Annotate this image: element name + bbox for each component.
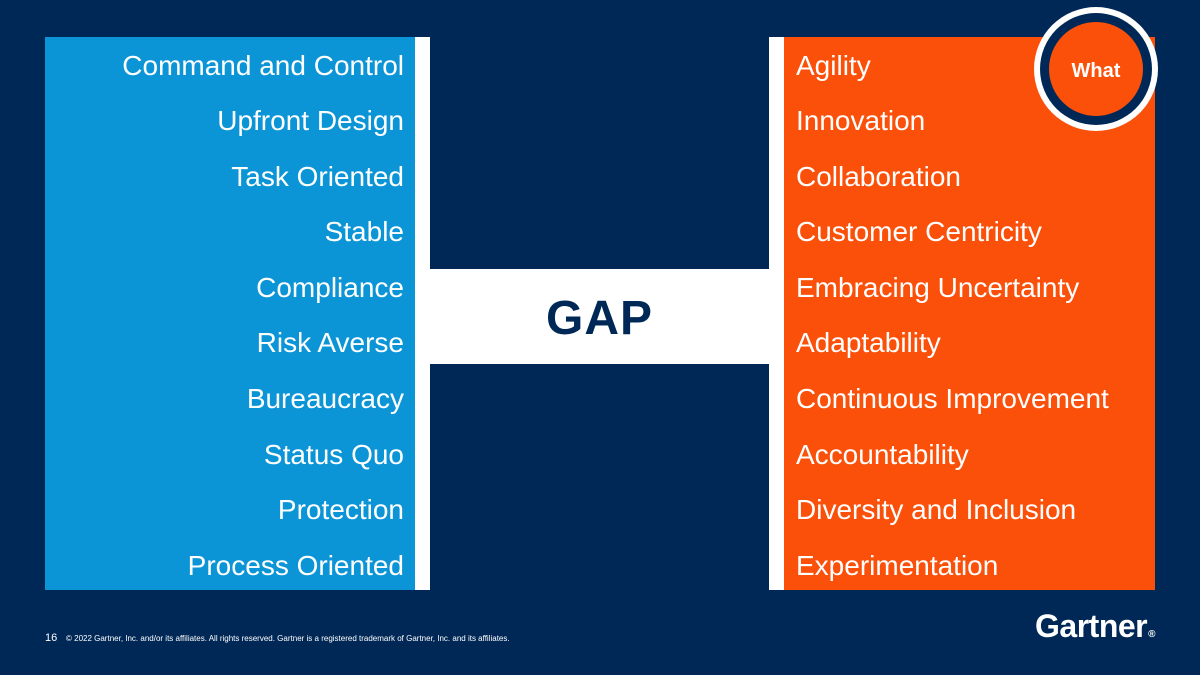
current-state-item: Process Oriented	[187, 550, 404, 581]
current-state-item: Protection	[277, 494, 404, 525]
future-state-item: Diversity and Inclusion	[796, 494, 1077, 525]
future-state-item: Continuous Improvement	[796, 383, 1109, 414]
copyright-notice: © 2022 Gartner, Inc. and/or its affiliat…	[66, 634, 510, 643]
gap-bracket-right	[769, 37, 784, 590]
current-state-item: Status Quo	[263, 439, 404, 470]
gartner-logo: Gartner®	[1035, 608, 1155, 645]
current-state-item: Bureaucracy	[246, 383, 404, 414]
current-state-item: Stable	[324, 216, 404, 247]
gap-label: GAP	[545, 292, 653, 345]
future-state-item: Experimentation	[796, 550, 999, 581]
current-state-item: Task Oriented	[231, 161, 404, 192]
page-number: 16	[45, 632, 58, 644]
current-state-panel	[45, 37, 415, 590]
future-state-item: Collaboration	[796, 161, 961, 192]
what-badge-label: What	[1071, 60, 1121, 82]
gartner-logo-text: Gartner	[1035, 608, 1148, 644]
future-state-item: Agility	[796, 50, 871, 81]
registered-mark: ®	[1148, 629, 1155, 640]
current-state-item: Upfront Design	[217, 105, 404, 136]
future-state-item: Embracing Uncertainty	[796, 272, 1080, 303]
gap-bracket-left	[415, 37, 430, 590]
future-state-item: Innovation	[796, 105, 926, 136]
future-state-item: Accountability	[796, 439, 969, 470]
future-state-item: Customer Centricity	[796, 216, 1042, 247]
current-state-item: Command and Control	[122, 50, 404, 81]
gap-band	[430, 269, 769, 364]
current-state-item: Compliance	[256, 272, 404, 303]
what-badge-fill	[1049, 22, 1143, 116]
current-state-item: Risk Averse	[256, 327, 404, 358]
future-state-item: Adaptability	[796, 327, 941, 358]
